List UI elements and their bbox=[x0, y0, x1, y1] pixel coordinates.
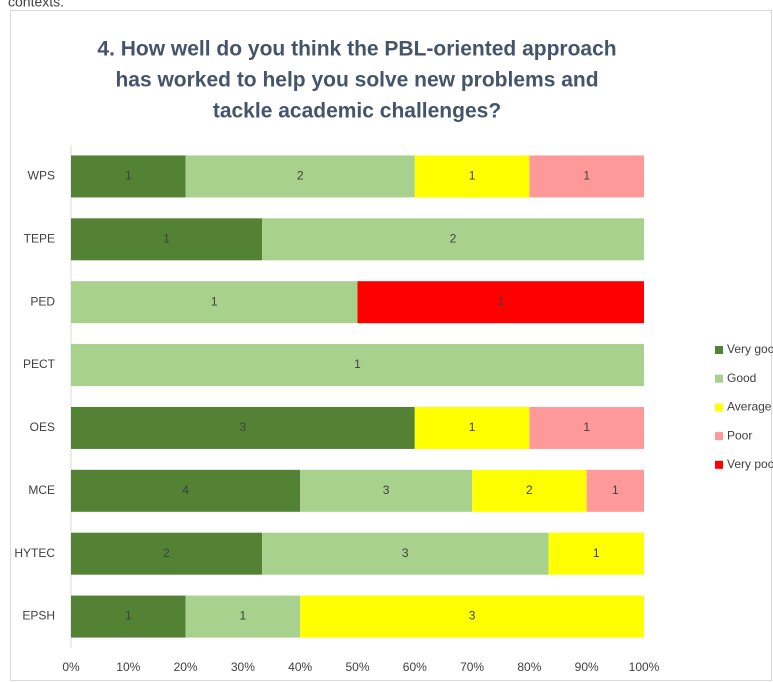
bar-segment bbox=[185, 595, 301, 638]
x-tick-label: 70% bbox=[460, 660, 484, 674]
x-tick-label: 20% bbox=[174, 660, 198, 674]
bar-segment bbox=[414, 406, 530, 449]
chart-title: has worked to help you solve new problem… bbox=[115, 69, 598, 92]
data-label: 3 bbox=[469, 609, 476, 623]
y-tick-label: TEPE bbox=[24, 231, 55, 245]
bar-segment bbox=[262, 532, 549, 575]
data-label: 1 bbox=[469, 169, 476, 183]
bar-segment bbox=[300, 595, 644, 638]
y-tick-label: OES bbox=[30, 420, 55, 434]
x-tick-label: 50% bbox=[345, 660, 369, 674]
x-tick-label: 10% bbox=[116, 660, 140, 674]
bar-segment bbox=[185, 155, 415, 198]
legend-label: Very poor bbox=[727, 457, 773, 471]
data-label: 2 bbox=[450, 231, 457, 245]
data-label: 2 bbox=[163, 546, 170, 560]
data-label: 1 bbox=[593, 546, 600, 560]
y-tick-label: MCE bbox=[28, 483, 55, 497]
legend-label: Very good bbox=[727, 342, 773, 356]
data-label: 1 bbox=[497, 294, 504, 308]
data-label: 4 bbox=[182, 483, 189, 497]
x-tick-label: 80% bbox=[517, 660, 541, 674]
bar-segment bbox=[529, 155, 644, 198]
data-label: 2 bbox=[526, 483, 533, 497]
data-label: 1 bbox=[612, 483, 619, 497]
data-label: 1 bbox=[211, 294, 218, 308]
bar-segment bbox=[71, 595, 186, 638]
bar-segment bbox=[357, 281, 644, 324]
data-label: 3 bbox=[383, 483, 390, 497]
bar-segment bbox=[262, 218, 644, 261]
page-caption: contexts. bbox=[8, 0, 64, 10]
bar-segment bbox=[300, 469, 473, 512]
data-label: 1 bbox=[583, 420, 590, 434]
data-label: 1 bbox=[125, 169, 132, 183]
chart-title: 4. How well do you think the PBL-oriente… bbox=[97, 38, 616, 61]
legend-swatch bbox=[715, 374, 723, 383]
bar-segment bbox=[71, 155, 186, 198]
legend-label: Average bbox=[727, 400, 772, 414]
bar-segment bbox=[529, 406, 644, 449]
chart-title: tackle academic challenges? bbox=[213, 100, 501, 123]
bar-segment bbox=[71, 344, 644, 387]
bar-segment bbox=[71, 406, 415, 449]
x-tick-label: 90% bbox=[575, 660, 599, 674]
data-label: 3 bbox=[402, 546, 409, 560]
data-label: 1 bbox=[240, 609, 247, 623]
bar-segment bbox=[548, 532, 644, 575]
data-label: 1 bbox=[163, 231, 170, 245]
legend-swatch bbox=[715, 346, 723, 354]
y-tick-label: EPSH bbox=[22, 609, 55, 623]
data-label: 1 bbox=[583, 169, 590, 183]
bar-segment bbox=[71, 218, 262, 261]
legend-swatch bbox=[715, 460, 723, 469]
x-tick-label: 30% bbox=[231, 660, 255, 674]
data-label: 1 bbox=[354, 357, 361, 371]
bar-segment bbox=[472, 469, 587, 512]
legend-swatch bbox=[715, 432, 723, 441]
x-tick-label: 100% bbox=[629, 660, 660, 674]
x-tick-label: 40% bbox=[288, 660, 312, 674]
data-label: 3 bbox=[240, 420, 247, 434]
data-label: 1 bbox=[469, 420, 476, 434]
y-tick-label: PED bbox=[30, 294, 55, 308]
y-tick-label: PECT bbox=[23, 357, 56, 371]
bar-segment bbox=[586, 469, 644, 512]
legend-swatch bbox=[715, 403, 723, 412]
bar-segment bbox=[71, 281, 358, 324]
bar-segment bbox=[71, 469, 301, 512]
legend-label: Good bbox=[727, 371, 756, 385]
legend-label: Poor bbox=[727, 428, 752, 442]
data-label: 1 bbox=[125, 609, 132, 623]
y-tick-label: WPS bbox=[28, 169, 55, 183]
y-tick-label: HYTEC bbox=[14, 546, 55, 560]
x-tick-label: 60% bbox=[403, 660, 427, 674]
bar-segment bbox=[414, 155, 530, 198]
data-label: 2 bbox=[297, 169, 304, 183]
bar-segment bbox=[71, 532, 262, 575]
x-tick-label: 0% bbox=[62, 660, 80, 674]
